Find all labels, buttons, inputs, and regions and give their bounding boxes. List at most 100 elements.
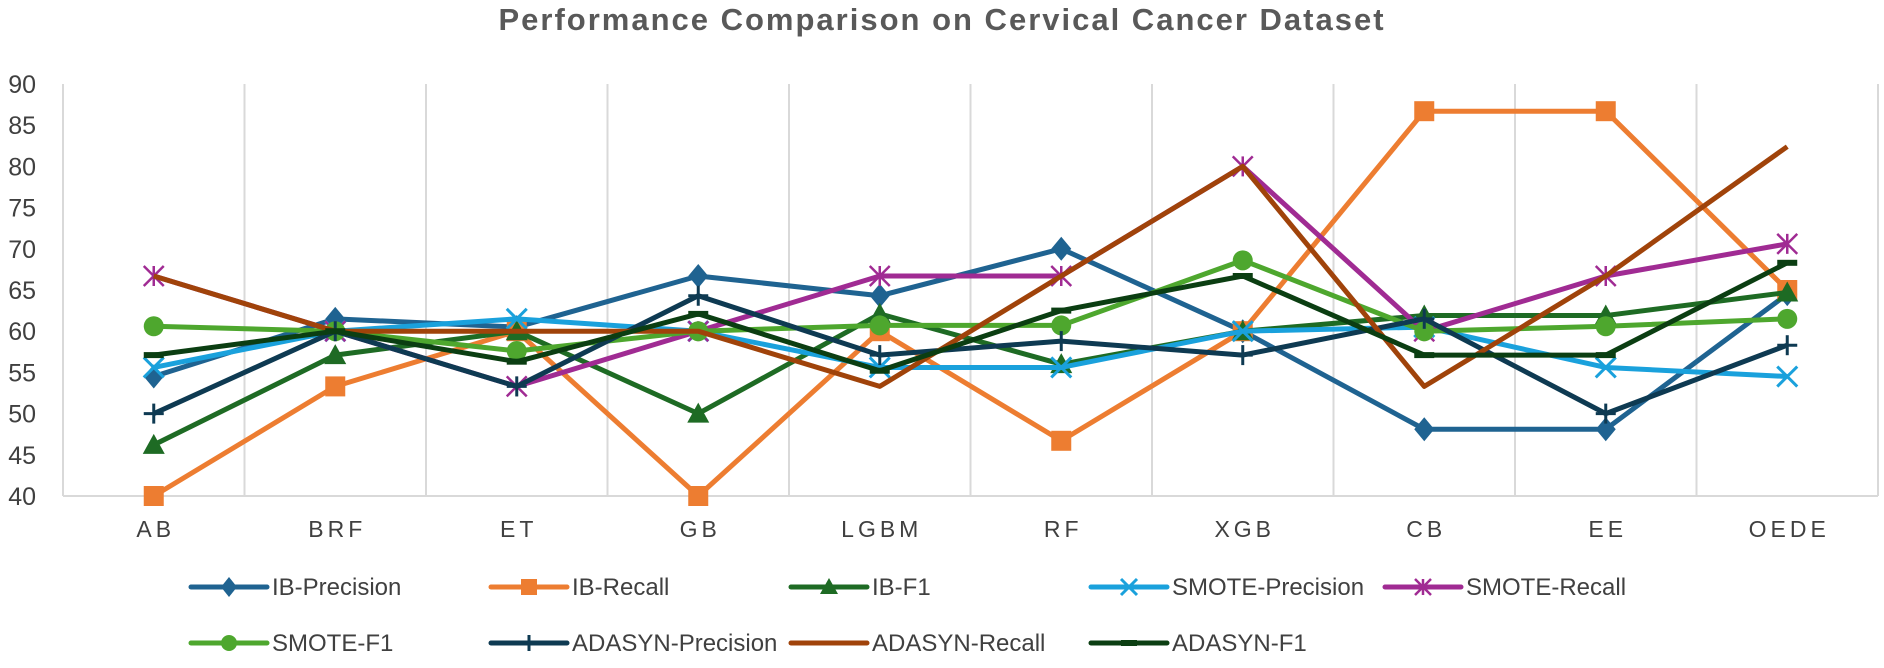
legend-item[interactable]: IB-Precision	[188, 574, 401, 601]
legend-item[interactable]: ADASYN-Precision	[488, 630, 777, 657]
data-point	[324, 344, 347, 365]
legend-label: IB-Recall	[572, 574, 669, 601]
data-point	[1414, 352, 1435, 359]
data-point	[688, 486, 709, 506]
data-point	[1777, 259, 1798, 266]
series-adasyn-f1	[143, 259, 1798, 374]
y-tick-label: 45	[8, 442, 36, 470]
y-tick-label: 90	[8, 71, 36, 99]
grid-lines	[62, 84, 1879, 497]
data-point	[1051, 315, 1072, 336]
data-point	[868, 265, 891, 287]
data-point	[143, 352, 164, 359]
legend-item[interactable]: SMOTE-Precision	[1088, 574, 1364, 601]
legend-item[interactable]: SMOTE-F1	[188, 630, 393, 657]
y-tick-label: 80	[8, 153, 36, 181]
data-point	[142, 433, 165, 454]
x-tick-label: BRF	[308, 516, 366, 542]
y-tick-label: 50	[8, 401, 36, 429]
data-point	[143, 486, 164, 506]
data-point	[1777, 335, 1798, 356]
legend-item[interactable]: ADASYN-Recall	[788, 630, 1045, 657]
data-point	[868, 356, 891, 379]
legend-marker	[221, 635, 237, 651]
legend-marker	[521, 635, 537, 651]
data-point	[1051, 430, 1072, 451]
data-point	[1594, 356, 1617, 379]
data-point	[1232, 272, 1253, 279]
y-tick-label: 70	[8, 236, 36, 264]
y-tick-label: 65	[8, 277, 36, 305]
legend-label: IB-F1	[872, 574, 931, 601]
legend-label: IB-Precision	[272, 574, 401, 601]
data-point	[869, 345, 890, 366]
data-point	[506, 358, 527, 365]
data-point	[505, 307, 528, 330]
y-axis: 40 45 50 55 60 65 70 75 80 85 90	[8, 71, 36, 511]
data-point	[1050, 356, 1073, 379]
legend-item[interactable]: ADASYN-F1	[1088, 630, 1307, 657]
y-tick-label: 40	[8, 483, 36, 511]
legend-label: ADASYN-Recall	[872, 630, 1045, 657]
data-point	[143, 316, 164, 337]
data-point	[325, 376, 346, 397]
data-point	[869, 315, 890, 336]
data-point	[1776, 365, 1799, 388]
x-axis: AB BRF ET GB LGBM RF XGB CB EE OEDE	[136, 516, 1830, 542]
data-point	[1414, 417, 1435, 442]
data-point	[1414, 308, 1435, 329]
legend-label: SMOTE-Precision	[1172, 574, 1364, 601]
x-tick-label: XGB	[1214, 516, 1275, 542]
series-line	[152, 293, 1789, 417]
data-point	[506, 376, 527, 397]
data-point	[1776, 232, 1799, 255]
legend-item[interactable]: SMOTE-Recall	[1382, 574, 1626, 601]
legend-marker	[1119, 577, 1139, 597]
series-line	[153, 260, 1789, 374]
legend-marker	[820, 578, 838, 594]
data-point	[1595, 352, 1616, 359]
x-tick-label: CB	[1406, 516, 1446, 542]
legend-item[interactable]: IB-F1	[788, 574, 931, 601]
y-tick-label: 85	[8, 112, 36, 140]
x-tick-label: OEDE	[1749, 516, 1830, 542]
y-tick-label: 60	[8, 318, 36, 346]
data-point	[688, 310, 709, 317]
series-adasyn-recall	[153, 144, 1789, 389]
legend-label: ADASYN-Precision	[572, 630, 777, 657]
data-point	[1777, 308, 1798, 329]
data-point	[869, 367, 890, 374]
data-point	[143, 403, 164, 424]
data-point	[1414, 101, 1435, 122]
data-point	[687, 402, 710, 423]
legend-label: ADASYN-F1	[1172, 630, 1307, 657]
data-point	[1231, 320, 1254, 343]
data-point	[1595, 316, 1616, 337]
data-point	[506, 340, 527, 361]
series-line	[153, 316, 1788, 380]
x-tick-label: AB	[136, 516, 175, 542]
data-point	[142, 356, 165, 379]
data-point	[1776, 281, 1799, 302]
data-point	[1414, 321, 1435, 342]
legend-marker	[1121, 640, 1137, 646]
series-line	[153, 144, 1789, 389]
x-tick-label: EE	[1588, 516, 1627, 542]
legend-label: SMOTE-Recall	[1466, 574, 1626, 601]
data-point	[1595, 417, 1616, 442]
legend-marker	[221, 577, 237, 597]
series-group	[142, 101, 1799, 506]
chart-title: Performance Comparison on Cervical Cance…	[498, 2, 1386, 37]
data-point	[869, 283, 890, 308]
legend-marker	[521, 579, 537, 595]
data-point	[325, 328, 346, 335]
x-tick-label: LGBM	[841, 516, 922, 542]
legend: IB-Precision IB-Recall IB-F1 SMOTE-Precisio…	[188, 574, 1626, 657]
data-point	[688, 263, 709, 288]
data-point	[1051, 307, 1072, 314]
x-tick-label: ET	[500, 516, 537, 542]
legend-item[interactable]: IB-Recall	[488, 574, 669, 601]
data-point	[1595, 101, 1616, 122]
data-point	[688, 285, 709, 306]
data-point	[1232, 250, 1253, 271]
